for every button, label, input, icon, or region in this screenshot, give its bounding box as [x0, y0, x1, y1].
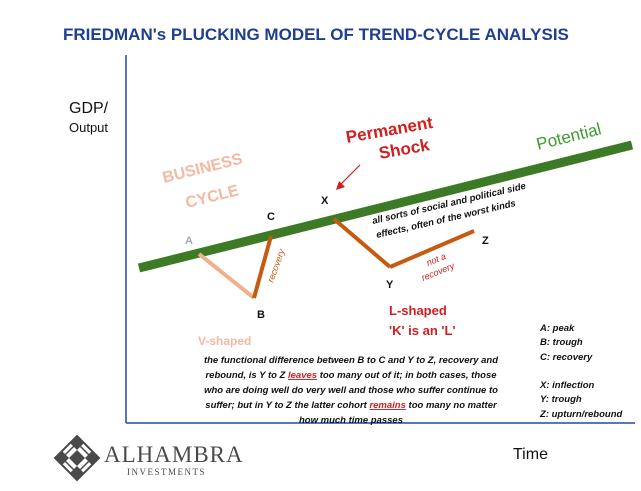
- explanation-paragraph: the functional difference between B to C…: [204, 355, 498, 426]
- shock-arrow-head: [336, 181, 345, 190]
- point-b-label: B: [257, 309, 265, 321]
- explanation-line-4-pre: suffer; but in Y to Z the latter cohort: [205, 400, 369, 411]
- explanation-line-2: rebound, is Y to Z leaves too many out o…: [205, 370, 497, 381]
- x-axis-label-time: Time: [513, 446, 548, 463]
- business-cycle-label-line1: BUSINESS: [161, 151, 245, 187]
- explanation-line-4: suffer; but in Y to Z the latter cohort …: [205, 400, 498, 411]
- point-a-label: A: [185, 235, 193, 247]
- explanation-line-4-post: too many no matter: [406, 400, 498, 411]
- legend-peak: A: peak: [539, 323, 575, 334]
- legend-inflection: X: inflection: [539, 380, 595, 391]
- chart-title: FRIEDMAN's PLUCKING MODEL OF TREND-CYCLE…: [63, 25, 569, 44]
- logo-subtitle: INVESTMENTS: [127, 467, 206, 477]
- y-to-z-segment: [389, 229, 475, 269]
- explanation-line-3: who are doing well do very well and thos…: [204, 385, 498, 396]
- explanation-line-2-pre: rebound, is Y to Z: [205, 370, 288, 381]
- explanation-line-5: how much time passes: [299, 415, 403, 426]
- potential-trend-line: [137, 140, 634, 273]
- a-to-b-segment: [197, 252, 256, 300]
- legend-trough: B: trough: [540, 337, 583, 348]
- l-shaped-heading: L-shaped: [389, 303, 447, 318]
- logo-name: ALHAMBRA: [104, 442, 244, 467]
- explanation-leaves-emphasis: leaves: [288, 370, 317, 381]
- legend: A: peak B: trough C: recovery X: inflect…: [539, 323, 623, 420]
- k-is-an-l-heading: 'K' is an 'L': [389, 323, 456, 338]
- recovery-label: recovery: [265, 247, 286, 283]
- legend-upturn: Z: upturn/rebound: [539, 409, 623, 420]
- business-cycle-label-line2: CYCLE: [184, 182, 241, 212]
- y-axis-label-output: Output: [69, 120, 108, 135]
- y-axis-label-gdp: GDP/: [69, 100, 109, 117]
- point-x-label: X: [321, 195, 329, 207]
- diamond-emblem-icon: [53, 434, 101, 482]
- legend-recovery: C: recovery: [540, 352, 593, 363]
- b-to-c-segment: [252, 235, 273, 299]
- alhambra-logo: ALHAMBRA INVESTMENTS: [53, 434, 244, 482]
- potential-label: Potential: [534, 119, 603, 153]
- shock-arrow: [339, 164, 361, 186]
- point-y-label: Y: [386, 279, 394, 291]
- explanation-line-1: the functional difference between B to C…: [204, 355, 498, 366]
- explanation-remains-emphasis: remains: [369, 400, 405, 411]
- explanation-line-2-post: too many out of it; in both cases, those: [317, 370, 497, 381]
- legend-y-trough: Y: trough: [540, 394, 582, 405]
- v-shaped-heading: V-shaped: [198, 334, 251, 348]
- x-to-y-segment: [332, 217, 392, 269]
- point-c-label: C: [267, 211, 275, 223]
- point-z-label: Z: [482, 235, 489, 247]
